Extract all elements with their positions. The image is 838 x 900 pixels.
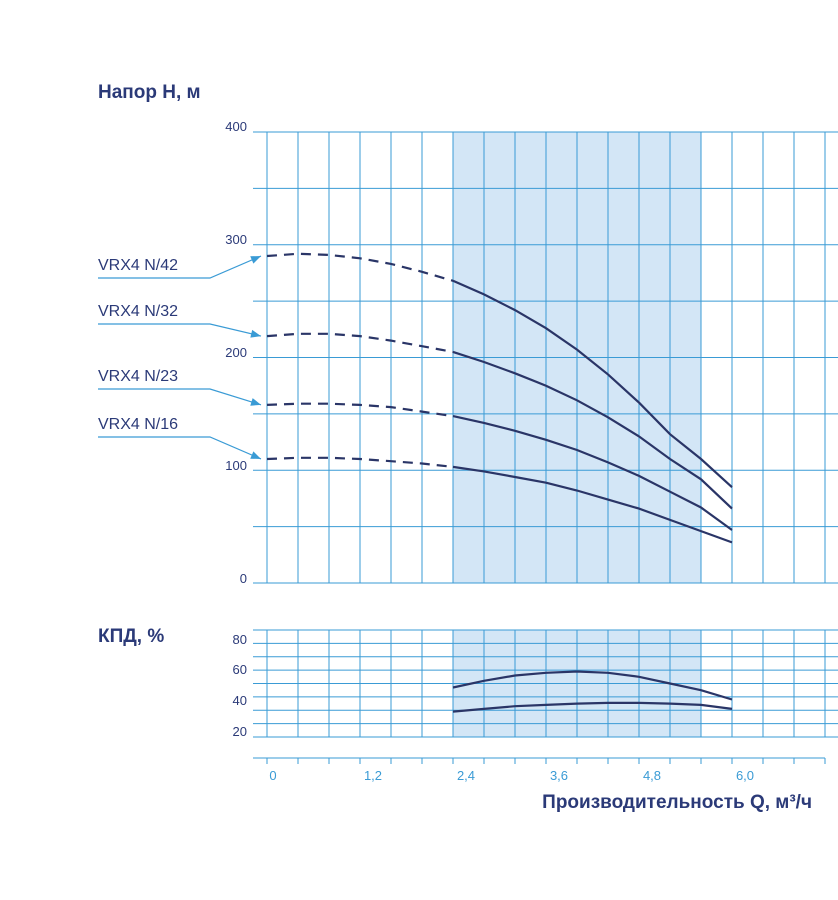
head-ytick-400: 400 [225,119,247,134]
eff-ytick-40: 40 [233,693,247,708]
eff-ytick-80: 80 [233,632,247,647]
model-arrows [98,255,262,460]
head-curve-dashed-vrx4-n-32 [266,332,454,353]
head-axis-title: Напор H, м [98,82,201,103]
model-arrow-line-vrx4-n-16 [98,436,262,460]
model-arrowhead-vrx4-n-23 [250,398,261,406]
model-label-n32: VRX4 N/32 [98,303,178,320]
head-curve-vrx4-n-23 [452,415,733,531]
eff-ytick-60: 60 [233,662,247,677]
efficiency-curve-1 [452,670,733,701]
flow-axis-title: Производительность Q, м³/ч [542,792,812,813]
model-label-n16: VRX4 N/16 [98,416,178,433]
performance-curves [266,252,733,713]
head-ytick-200: 200 [225,345,247,360]
model-arrowhead-vrx4-n-42 [250,256,261,264]
head-ytick-300: 300 [225,232,247,247]
eff-ytick-20: 20 [233,724,247,739]
head-ytick-0: 0 [240,571,247,586]
model-label-n42: VRX4 N/42 [98,257,178,274]
head-ytick-100: 100 [225,458,247,473]
head-curve-vrx4-n-32 [452,350,733,510]
model-arrowhead-vrx4-n-16 [250,451,261,459]
model-arrowhead-vrx4-n-32 [250,329,261,338]
grid-lines [253,131,838,764]
head-curve-dashed-vrx4-n-23 [266,402,454,418]
model-arrow-line-vrx4-n-32 [98,323,262,337]
model-label-n23: VRX4 N/23 [98,368,178,385]
xtick-1-2: 1,2 [364,768,382,783]
head-curve-dashed-vrx4-n-42 [266,252,454,282]
xtick-3-6: 3,6 [550,768,568,783]
xtick-2-4: 2,4 [457,768,475,783]
head-curve-vrx4-n-42 [452,279,733,489]
xtick-6-0: 6,0 [736,768,754,783]
head-curve-dashed-vrx4-n-16 [266,456,454,468]
model-arrow-line-vrx4-n-23 [98,388,262,406]
head-curve-vrx4-n-16 [452,465,733,544]
efficiency-curve-2 [452,701,733,713]
xtick-0: 0 [269,768,276,783]
efficiency-axis-title: КПД, % [98,626,164,647]
xtick-4-8: 4,8 [643,768,661,783]
model-arrow-line-vrx4-n-42 [98,255,262,279]
